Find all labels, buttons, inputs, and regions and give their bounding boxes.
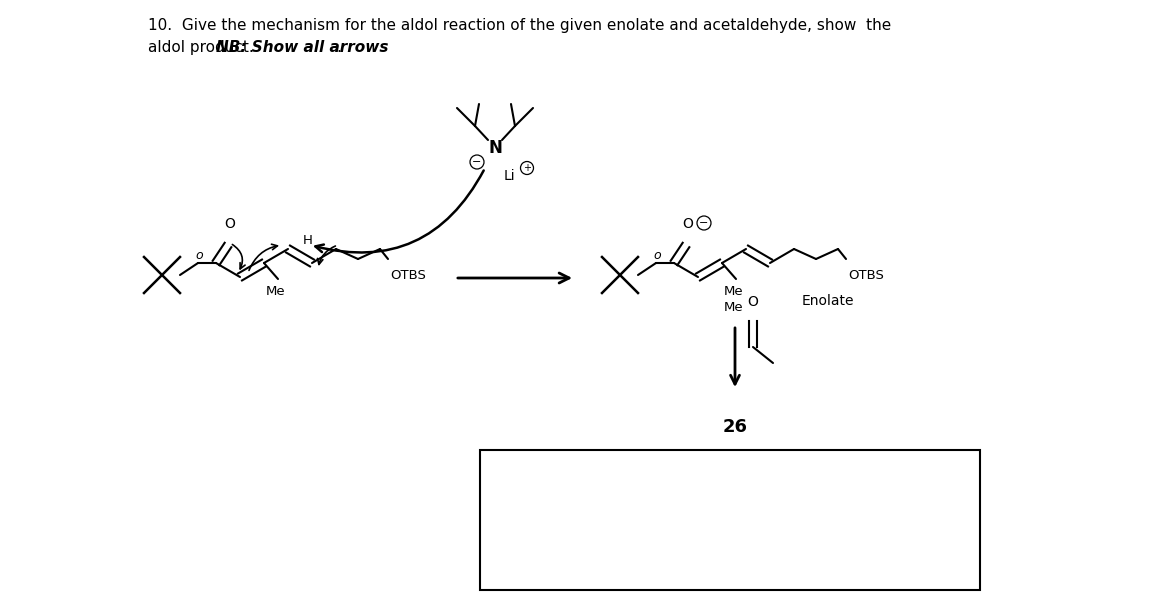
Text: o: o [653,249,661,262]
Text: O: O [225,217,235,231]
Text: Li: Li [503,169,515,183]
Text: 26: 26 [723,418,748,436]
Text: N: N [488,139,502,157]
Text: Me: Me [724,285,744,298]
Text: OTBS: OTBS [390,269,426,282]
Text: O: O [682,217,694,231]
Text: NB: Show all arrows: NB: Show all arrows [216,40,388,55]
Text: H: H [303,234,312,247]
Text: +: + [523,163,531,173]
Text: aldol product.: aldol product. [147,40,259,55]
Text: −: − [700,218,709,228]
Text: .: . [336,40,340,55]
Text: Me: Me [724,301,744,314]
Text: 10.  Give the mechanism for the aldol reaction of the given enolate and acetalde: 10. Give the mechanism for the aldol rea… [147,18,892,33]
Text: o: o [195,249,202,262]
Bar [480,450,980,590]
Text: O: O [748,295,758,309]
Text: Me: Me [267,285,285,298]
Text: OTBS: OTBS [848,269,883,282]
Text: Enolate: Enolate [801,294,854,308]
Text: −: − [473,157,482,167]
